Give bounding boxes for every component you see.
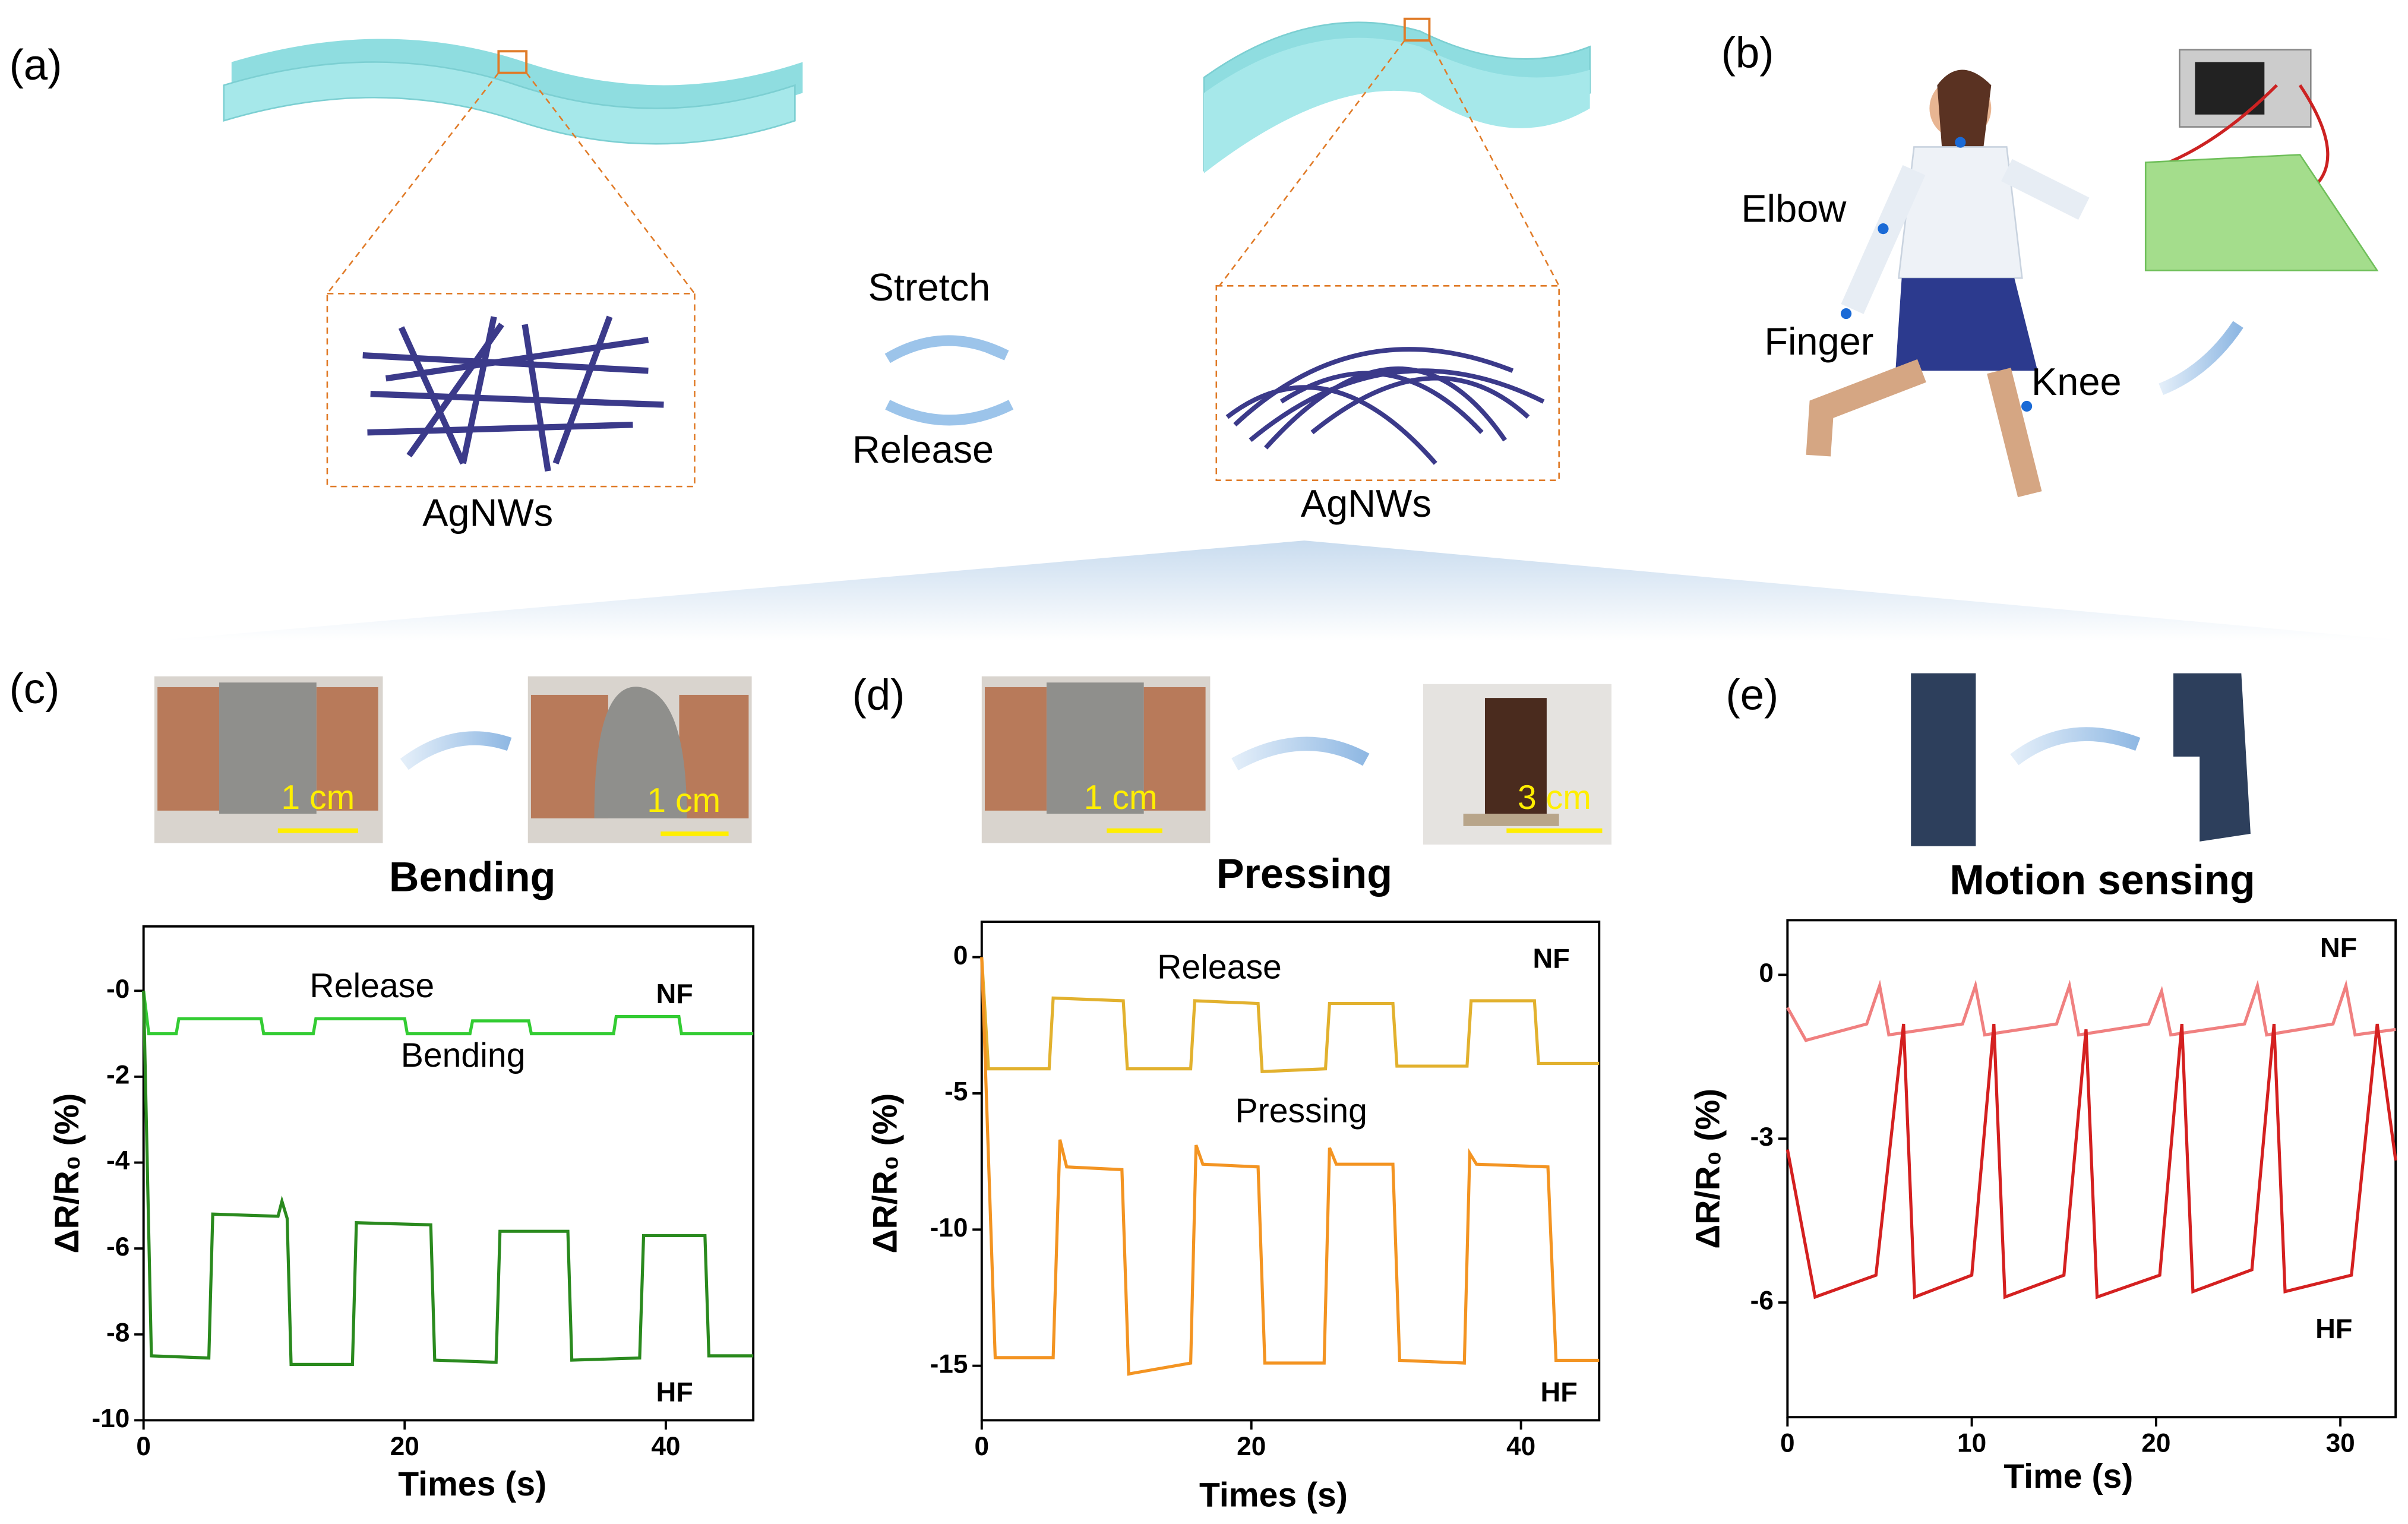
nanowires [362, 315, 664, 472]
x-tick-label: 0 [975, 1432, 990, 1461]
arrow [2159, 321, 2243, 396]
x-tick-label: 10 [1957, 1429, 1986, 1458]
y-tick-label: -3 [1750, 1123, 1774, 1152]
x-tick-label: 20 [2141, 1429, 2170, 1458]
x-axis-label: Time (s) [2003, 1457, 2133, 1495]
photo [981, 676, 1211, 843]
body-point-label: Elbow [1741, 187, 1847, 230]
chart-title: Motion sensing [1949, 856, 2255, 903]
chart-title: Bending [389, 853, 556, 900]
cycle-arrows [884, 335, 1014, 426]
y-axis-label: ΔR/R₀ (%) [1689, 1089, 1727, 1249]
nanowires [1225, 347, 1545, 465]
device-illustration [2144, 49, 2379, 271]
scale-bar-label: 1 cm [1084, 779, 1158, 817]
chart-title: Pressing [1216, 850, 1392, 897]
annotation: HF [656, 1377, 693, 1408]
y-tick-label: -5 [944, 1077, 968, 1106]
stretch-label: Stretch [868, 265, 991, 309]
panel-label: (a) [10, 41, 62, 89]
person-illustration [1806, 69, 2090, 498]
inset-label: AgNWs [1301, 482, 1431, 525]
fabric-stretched [1203, 21, 1591, 173]
y-tick-label: -10 [91, 1404, 129, 1433]
series-line [980, 957, 1600, 1073]
fabric-flat [223, 39, 803, 145]
annotation: HF [1541, 1377, 1578, 1408]
release-label: Release [852, 428, 994, 471]
y-axis-label: ΔR/R₀ (%) [866, 1093, 904, 1254]
x-tick-label: 20 [390, 1432, 419, 1461]
panel-label: (e) [1726, 671, 1778, 719]
annotation: NF [2320, 932, 2357, 963]
y-tick-label: -6 [1750, 1286, 1774, 1316]
y-tick-label: -4 [106, 1146, 130, 1175]
x-axis-label: Times (s) [398, 1465, 546, 1503]
arrow [400, 731, 512, 770]
y-tick-label: -6 [106, 1232, 129, 1261]
zoom-line [1218, 40, 1560, 287]
scale-bar-label: 3 cm [1518, 779, 1591, 817]
x-tick-label: 20 [1237, 1432, 1266, 1461]
plot-frame [142, 925, 755, 1422]
annotation: NF [1533, 943, 1570, 973]
zoom-box [1403, 17, 1431, 42]
body-point-label: Finger [1764, 320, 1873, 363]
zoom-line [326, 72, 696, 295]
panel-label: (d) [852, 671, 905, 719]
annotation: Release [1157, 948, 1282, 987]
photo [527, 676, 752, 843]
inset-label: AgNWs [422, 491, 553, 535]
x-tick-label: 30 [2326, 1429, 2355, 1458]
plot-frame [980, 921, 1601, 1422]
series-line [142, 991, 754, 1366]
inset-box [1215, 284, 1560, 482]
annotation: NF [656, 978, 693, 1009]
arrow [1231, 736, 1370, 771]
photo [154, 676, 383, 843]
y-tick-label: -10 [930, 1213, 968, 1242]
annotation: Release [309, 967, 434, 1005]
y-tick-label: -2 [106, 1061, 129, 1090]
x-tick-label: 0 [136, 1432, 151, 1461]
annotation: Bending [401, 1036, 526, 1074]
panel-label: (c) [10, 665, 60, 713]
x-tick-label: 40 [1506, 1432, 1535, 1461]
photo [1911, 673, 2251, 846]
panel-label: (b) [1721, 29, 1774, 77]
annotation: HF [2315, 1313, 2352, 1344]
series-line [142, 990, 754, 1036]
scale-bar-label: 1 cm [281, 779, 355, 817]
x-axis-label: Times (s) [1199, 1476, 1348, 1514]
x-tick-label: 0 [1780, 1429, 1795, 1458]
inset-box [326, 292, 696, 488]
annotation: Pressing [1235, 1092, 1367, 1130]
x-tick-label: 40 [651, 1432, 680, 1461]
y-tick-label: 0 [953, 941, 968, 970]
body-point-label: Knee [2031, 360, 2122, 403]
y-axis-label: ΔR/R₀ (%) [48, 1093, 86, 1254]
y-tick-label: -15 [930, 1349, 968, 1378]
y-tick-label: 0 [1759, 959, 1774, 988]
series-line [980, 957, 1600, 1376]
zoom-band [154, 540, 2408, 641]
photo [1423, 684, 1612, 845]
zoom-box [497, 50, 528, 74]
y-tick-label: -0 [106, 975, 129, 1004]
series-line [1786, 979, 2396, 1042]
arrow [2010, 727, 2141, 766]
y-tick-label: -8 [106, 1318, 129, 1347]
scale-bar-label: 1 cm [647, 782, 720, 820]
series-line [1786, 1023, 2397, 1299]
plot-frame [1786, 919, 2397, 1419]
